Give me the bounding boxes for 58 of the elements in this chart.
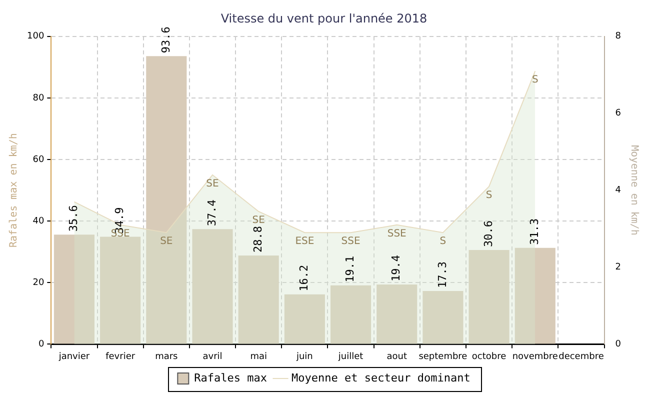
data-label: SSE xyxy=(341,236,360,248)
y2-tick-label: 8 xyxy=(615,32,622,42)
data-label: ESE xyxy=(295,236,314,248)
y-tick-label: 100 xyxy=(26,32,44,42)
data-label: S xyxy=(486,190,492,202)
legend-label: Rafales max xyxy=(194,371,268,384)
chart-title: Vitesse du vent pour l'année 2018 xyxy=(220,11,428,26)
bar xyxy=(238,256,279,344)
bar xyxy=(100,236,141,344)
y2-tick-label: 2 xyxy=(615,262,622,273)
data-label: 19.4 xyxy=(390,254,403,282)
x-tick-label: octobre xyxy=(472,352,507,362)
data-label: 93.6 xyxy=(159,26,172,54)
y-axis-title: Rafales max en km/h xyxy=(8,133,20,248)
data-label: S xyxy=(440,236,446,248)
y-tick-label: 20 xyxy=(32,278,44,288)
y-tick-label: 80 xyxy=(32,93,44,104)
data-label: 28.8 xyxy=(251,226,264,253)
bar xyxy=(192,229,233,344)
y2-tick-label: 4 xyxy=(615,186,622,196)
bar xyxy=(468,250,510,344)
x-tick-label: juin xyxy=(295,352,313,362)
bar xyxy=(54,234,95,344)
y2-tick-label: 0 xyxy=(615,340,622,350)
data-label: SE xyxy=(252,215,265,226)
x-tick-label: janvier xyxy=(58,352,90,362)
y-tick-label: 40 xyxy=(32,216,44,226)
data-label: 19.1 xyxy=(344,256,357,282)
data-label: SSE xyxy=(387,228,406,240)
data-label: 30.6 xyxy=(482,220,495,248)
x-tick-label: juillet xyxy=(337,352,364,362)
x-tick-label: septembre xyxy=(418,352,468,362)
data-label: SE xyxy=(206,178,219,190)
y-tick-label: 0 xyxy=(38,340,44,350)
data-label: 35.6 xyxy=(67,205,80,232)
data-label: 31.3 xyxy=(528,218,541,245)
bar xyxy=(376,284,418,344)
x-tick-label: avril xyxy=(202,352,222,362)
x-tick-label: fevrier xyxy=(106,352,136,362)
data-label: 37.4 xyxy=(205,199,218,226)
x-tick-label: mars xyxy=(155,352,178,362)
data-label: 17.3 xyxy=(436,261,449,288)
bar xyxy=(514,248,556,344)
x-tick-label: decembre xyxy=(558,352,604,362)
legend-label: Moyenne et secteur dominant xyxy=(292,371,470,384)
data-label: S xyxy=(532,74,538,86)
x-tick-label: novembre xyxy=(512,352,558,362)
bar xyxy=(422,290,464,344)
bar xyxy=(146,56,187,344)
bar xyxy=(330,285,372,344)
x-tick-label: aout xyxy=(386,352,408,362)
bar xyxy=(284,294,325,344)
y-tick-label: 60 xyxy=(32,154,44,165)
x-tick-label: mai xyxy=(250,352,267,362)
y2-axis-title: Moyenne en km/h xyxy=(628,145,640,236)
y2-tick-label: 6 xyxy=(615,108,622,119)
data-label: SE xyxy=(160,236,173,248)
data-label: 16.2 xyxy=(298,264,311,292)
